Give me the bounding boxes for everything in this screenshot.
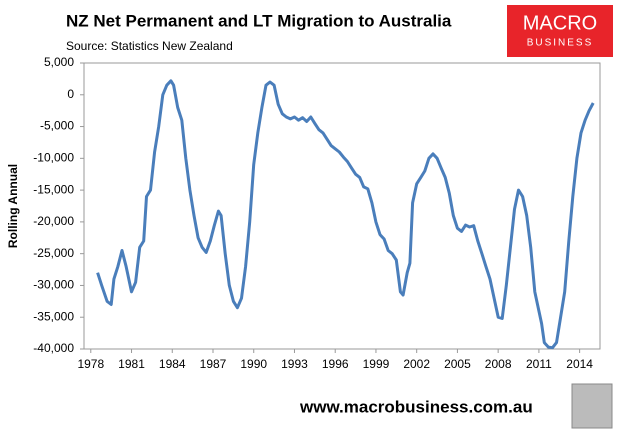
y-tick-label: -40,000	[33, 341, 74, 355]
logo	[507, 5, 613, 57]
x-tick-label: 1993	[281, 357, 308, 371]
y-tick-label: -5,000	[40, 119, 74, 133]
wolf-icon	[571, 383, 613, 429]
y-tick-label: -25,000	[33, 246, 74, 260]
y-tick-label: 0	[67, 87, 74, 101]
y-tick-label: 5,000	[44, 55, 74, 69]
x-tick-label: 1978	[77, 357, 104, 371]
plot-frame	[83, 62, 601, 350]
x-tick-label: 1996	[322, 357, 349, 371]
x-tick-label: 1990	[240, 357, 267, 371]
chart-title: NZ Net Permanent and LT Migration to Aus…	[66, 11, 452, 30]
logo-text: MACRO	[523, 12, 597, 34]
x-tick-label: 2014	[566, 357, 593, 371]
y-tick-label: -30,000	[33, 278, 74, 292]
footer-url: www.macrobusiness.com.au	[299, 397, 533, 416]
x-tick-label: 1984	[159, 357, 186, 371]
x-tick-label: 1981	[118, 357, 145, 371]
y-tick-label: -35,000	[33, 309, 74, 323]
chart-subtitle: Source: Statistics New Zealand	[66, 39, 233, 53]
data-line	[96, 79, 595, 350]
x-tick-label: 2011	[526, 357, 552, 371]
x-tick-label: 2002	[403, 357, 430, 371]
y-tick-label: -15,000	[33, 182, 74, 196]
logo-text: BUSINESS	[527, 38, 594, 49]
x-tick-label: 1999	[363, 357, 390, 371]
x-tick-label: 2005	[444, 357, 471, 371]
y-tick-label: -10,000	[33, 151, 74, 165]
x-tick-label: 2008	[485, 357, 512, 371]
x-tick-label: 1987	[200, 357, 227, 371]
y-tick-label: -20,000	[33, 214, 74, 228]
y-axis-label: Rolling Annual	[6, 164, 20, 248]
